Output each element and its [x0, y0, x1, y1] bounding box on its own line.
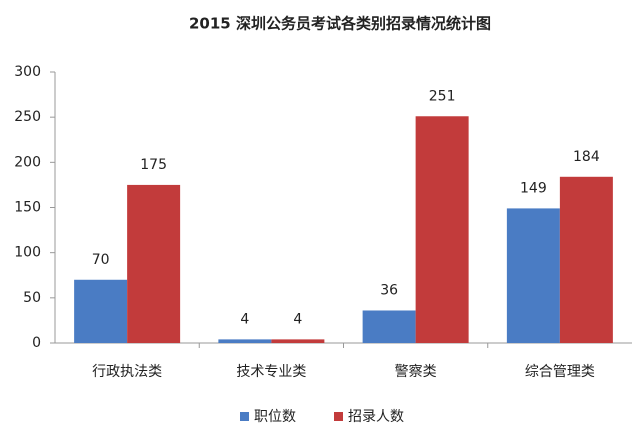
data-label: 36 [380, 282, 398, 298]
data-label: 149 [520, 180, 547, 196]
data-label: 4 [240, 311, 249, 327]
x-tick-label: 行政执法类 [92, 364, 162, 380]
legend-label: 招录人数 [348, 409, 404, 425]
data-label: 251 [429, 88, 456, 104]
legend-label: 职位数 [254, 409, 296, 425]
data-label: 70 [92, 252, 110, 268]
bar [271, 339, 325, 343]
y-tick-label: 200 [14, 154, 41, 170]
y-tick-label: 100 [14, 245, 41, 261]
x-tick-label: 技术专业类 [236, 364, 306, 380]
legend-swatch [240, 412, 249, 421]
bar [127, 184, 181, 343]
y-tick-label: 150 [14, 200, 41, 216]
y-tick-label: 0 [32, 335, 41, 351]
legend-swatch [334, 412, 343, 421]
data-label: 175 [140, 157, 167, 173]
chart-title: 2015 深圳公务员考试各类别招录情况统计图 [189, 15, 491, 33]
bar [559, 176, 613, 343]
bar [415, 116, 469, 343]
data-label: 184 [573, 149, 600, 165]
bar [362, 310, 416, 343]
y-tick-label: 250 [14, 109, 41, 125]
y-tick-label: 50 [23, 290, 41, 306]
data-label: 4 [293, 311, 302, 327]
bar [506, 208, 560, 343]
x-tick-label: 警察类 [395, 363, 437, 380]
y-tick-label: 300 [14, 64, 41, 80]
bar [74, 279, 128, 343]
x-tick-label: 综合管理类 [525, 364, 595, 380]
bar [218, 339, 272, 343]
